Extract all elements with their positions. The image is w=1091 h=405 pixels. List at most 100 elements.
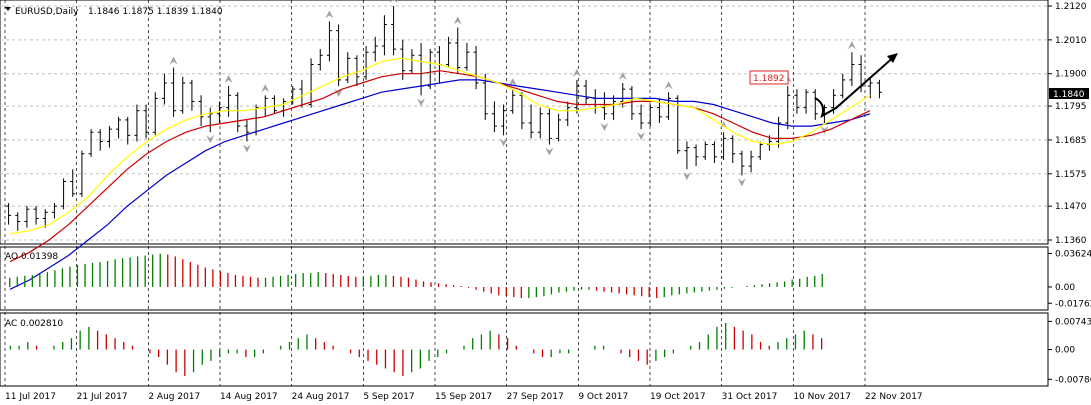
price-tick-label: 1.1795 bbox=[1055, 102, 1087, 112]
ohlc-bar bbox=[867, 76, 873, 99]
ohlc-bar bbox=[693, 144, 699, 167]
ohlc-bar bbox=[546, 107, 552, 145]
ohlc-bar bbox=[473, 46, 479, 90]
grid-lines bbox=[0, 0, 1048, 386]
time-tick-label: 31 Oct 2017 bbox=[722, 392, 778, 402]
fractal-down-marker bbox=[737, 178, 746, 187]
ac-title: AC 0.002810 bbox=[5, 319, 63, 329]
price-tick-label: 1.1360 bbox=[1055, 236, 1087, 246]
time-tick-label: 21 Jul 2017 bbox=[77, 392, 128, 402]
ohlc-bar bbox=[556, 113, 562, 142]
ohlc-bar bbox=[143, 104, 149, 139]
price-tick-label: 1.1470 bbox=[1055, 202, 1087, 212]
fractal-up-marker bbox=[618, 71, 627, 80]
ohlc-bar bbox=[519, 92, 525, 130]
ohlc-bar bbox=[345, 52, 351, 83]
ohlc-bar bbox=[244, 119, 250, 142]
ohlc-bar bbox=[33, 206, 39, 225]
price-axis: 1.2120 1.2010 1.1900 1.1795 1.1685 1.1575 1.14… bbox=[1048, 2, 1087, 246]
ohlc-bar bbox=[574, 79, 580, 114]
ohlc-bar bbox=[226, 86, 232, 117]
fractal-down-marker bbox=[637, 132, 646, 141]
last-price-tag bbox=[1049, 88, 1089, 99]
fractal-up-marker bbox=[847, 41, 856, 50]
ohlc-bar bbox=[794, 89, 800, 114]
ohlc-bar bbox=[15, 212, 21, 231]
price-annotation-box bbox=[749, 70, 789, 85]
ohlc-bar bbox=[803, 89, 809, 114]
fractal-up-marker bbox=[169, 56, 178, 65]
time-tick-label: 15 Sep 2017 bbox=[435, 392, 492, 402]
ohlc-bar bbox=[647, 104, 653, 127]
fractal-up-marker bbox=[261, 84, 270, 93]
fractal-down-marker bbox=[334, 89, 343, 98]
ohlc-bar bbox=[849, 52, 855, 87]
ohlc-bar bbox=[198, 95, 204, 127]
fractal-down-marker bbox=[682, 172, 691, 181]
time-tick-label: 9 Oct 2017 bbox=[578, 392, 628, 402]
ohlc-bar bbox=[876, 79, 882, 99]
ohlc-bar bbox=[702, 141, 708, 160]
ohlc-bar bbox=[528, 104, 534, 139]
price-tick-label: 1.1685 bbox=[1055, 136, 1087, 146]
ohlc-bar bbox=[97, 129, 103, 151]
ac-tick-label: 0.007433 bbox=[1055, 317, 1091, 327]
ohlc-bar bbox=[721, 132, 727, 160]
ohlc-bar bbox=[666, 92, 672, 120]
time-tick-label: 14 Aug 2017 bbox=[220, 392, 278, 402]
fractal-up-marker bbox=[664, 81, 673, 90]
moving-averages bbox=[9, 57, 871, 290]
ohlc-bar bbox=[730, 135, 736, 164]
time-tick-label: 11 Jul 2017 bbox=[5, 392, 56, 402]
ohlc-bar bbox=[61, 178, 67, 210]
ohlc-bar bbox=[308, 58, 314, 108]
ohlc-bar bbox=[372, 36, 378, 62]
ohlc-bar bbox=[336, 24, 342, 87]
ohlc-bar bbox=[70, 169, 76, 197]
ohlc-bar bbox=[491, 101, 497, 133]
fractal-up-marker bbox=[453, 16, 462, 25]
fractal-down-marker bbox=[545, 147, 554, 156]
ac-tick-label: -0.00786 bbox=[1055, 375, 1091, 385]
ohlc-bar bbox=[79, 150, 85, 197]
ohlc-bar bbox=[51, 203, 57, 219]
ohlc-bar bbox=[748, 150, 754, 173]
ohlc-bar bbox=[189, 79, 195, 111]
ohlc-bar bbox=[629, 86, 635, 120]
fractal-down-marker bbox=[206, 135, 215, 144]
time-axis: 11 Jul 2017 21 Jul 2017 2 Aug 2017 14 Aug 2… bbox=[5, 392, 923, 402]
slow-ma-line bbox=[9, 79, 871, 290]
ao-histogram: 0.03624 0.00 -0.01762 bbox=[9, 249, 1091, 309]
fractal-up-marker bbox=[325, 10, 334, 19]
fractal-up-marker bbox=[224, 75, 233, 84]
ohlc-bar bbox=[42, 209, 48, 228]
ohlc-bar bbox=[840, 73, 846, 99]
ohlc-bar bbox=[326, 21, 332, 62]
price-bars bbox=[6, 0, 882, 231]
ohlc-readout: 1.1846 1.1875 1.1839 1.1840 bbox=[88, 7, 223, 17]
ao-tick-label: -0.01762 bbox=[1055, 299, 1091, 309]
ohlc-bar bbox=[583, 79, 589, 105]
price-tick-label: 1.1900 bbox=[1055, 70, 1087, 80]
ohlc-bar bbox=[812, 89, 818, 120]
time-tick-label: 19 Oct 2017 bbox=[650, 392, 706, 402]
ohlc-bar bbox=[116, 116, 122, 139]
time-tick-label: 10 Nov 2017 bbox=[793, 392, 851, 402]
ohlc-bar bbox=[391, 6, 397, 56]
ohlc-bar bbox=[757, 141, 763, 160]
ohlc-bar bbox=[611, 95, 617, 120]
ohlc-bar bbox=[152, 92, 158, 136]
price-annotation-label: 1.1892 bbox=[753, 74, 785, 84]
ohlc-bar bbox=[161, 73, 167, 105]
ohlc-bar bbox=[711, 141, 717, 164]
fractal-up-marker bbox=[572, 68, 581, 77]
ohlc-bar bbox=[446, 36, 452, 68]
symbol-menu-icon[interactable] bbox=[5, 7, 11, 11]
ohlc-bar bbox=[171, 67, 177, 117]
ohlc-bar bbox=[684, 141, 690, 170]
ohlc-bar bbox=[216, 101, 222, 123]
ohlc-bar bbox=[6, 203, 12, 225]
ao-tick-label: 0.03624 bbox=[1055, 249, 1091, 259]
ohlc-bar bbox=[537, 107, 543, 139]
